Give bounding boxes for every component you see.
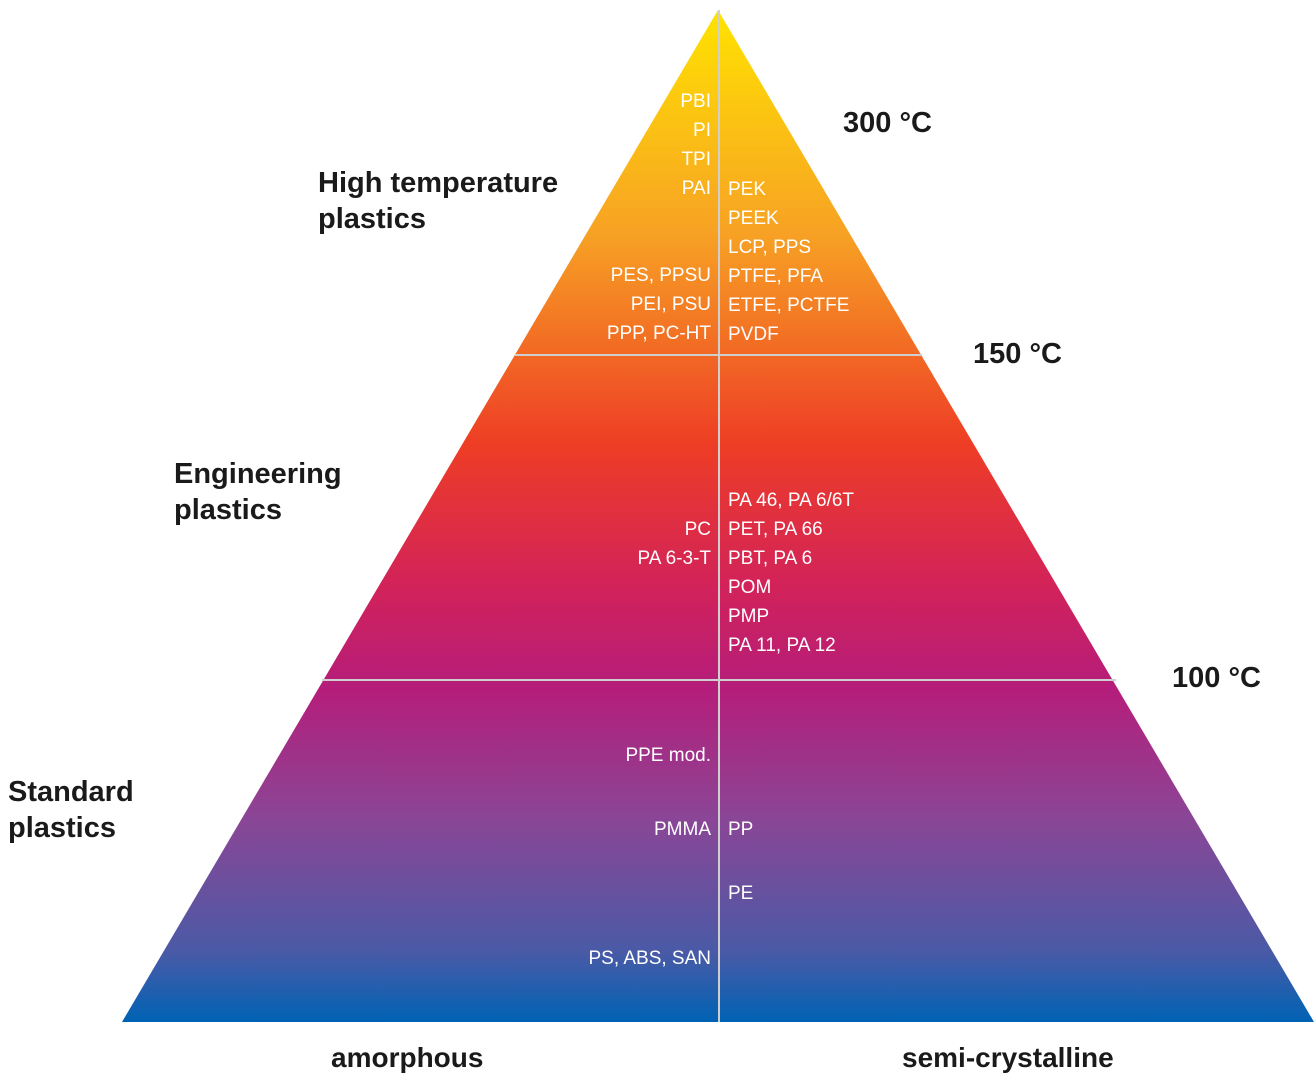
temperature-300: 300 °C <box>843 107 932 139</box>
tier-standard: Standard plastics <box>8 776 134 844</box>
material-label: PVDF <box>728 324 779 345</box>
material-label <box>607 203 711 232</box>
axis-amorphous: amorphous <box>331 1042 484 1073</box>
material-label: PP <box>728 819 754 840</box>
material-label: PET, PA 66 <box>728 519 823 540</box>
tier-engineering: Engineering plastics <box>174 458 342 526</box>
material-label: POM <box>728 577 772 598</box>
amorphous-engineering-list: PC PA 6-3-T <box>637 515 711 573</box>
material-label: PMP <box>728 606 770 627</box>
material-label: PEK <box>728 179 767 200</box>
material-label: PBT, PA 6 <box>728 548 813 569</box>
material-label: PPP, PC-HT <box>606 323 711 344</box>
material-label: PMMA <box>654 819 711 840</box>
material-label <box>607 232 711 261</box>
material-label: ETFE, PCTFE <box>728 295 850 316</box>
material-label: PAI <box>681 178 711 199</box>
semi-crystalline-engineering-list: PA 46, PA 6/6T PET, PA 66 PBT, PA 6 POM PMP P… <box>728 486 854 660</box>
tier-high-temperature: High temperature plastics <box>318 167 559 235</box>
material-label: PBI <box>680 91 711 112</box>
material-label: PPE mod. <box>625 745 711 766</box>
material-label: PES, PPSU <box>610 265 711 286</box>
material-label: PA 6-3-T <box>637 548 711 569</box>
material-label: PA 11, PA 12 <box>728 635 836 656</box>
material-label: PI <box>693 120 711 141</box>
material-label: PA 46, PA 6/6T <box>728 490 855 511</box>
amorphous-high-list: PBI PI TPI PAI PES, PPSU PEI, PSU PPP, PC-HT <box>607 87 711 348</box>
material-label: PEEK <box>728 208 779 229</box>
material-label: PEI, PSU <box>630 294 711 315</box>
material-label: PTFE, PFA <box>728 266 824 287</box>
material-label: PC <box>684 519 711 540</box>
material-label: PE <box>728 883 754 904</box>
material-label: LCP, PPS <box>728 237 812 258</box>
temperature-150: 150 °C <box>973 338 1062 370</box>
temperature-100: 100 °C <box>1172 662 1261 694</box>
semi-crystalline-high-list: PEK PEEK LCP, PPS PTFE, PFA ETFE, PCTFE PVDF <box>728 175 849 349</box>
material-label: TPI <box>681 149 711 170</box>
axis-semi-crystalline: semi-crystalline <box>902 1042 1114 1073</box>
material-label: PS, ABS, SAN <box>588 948 712 969</box>
